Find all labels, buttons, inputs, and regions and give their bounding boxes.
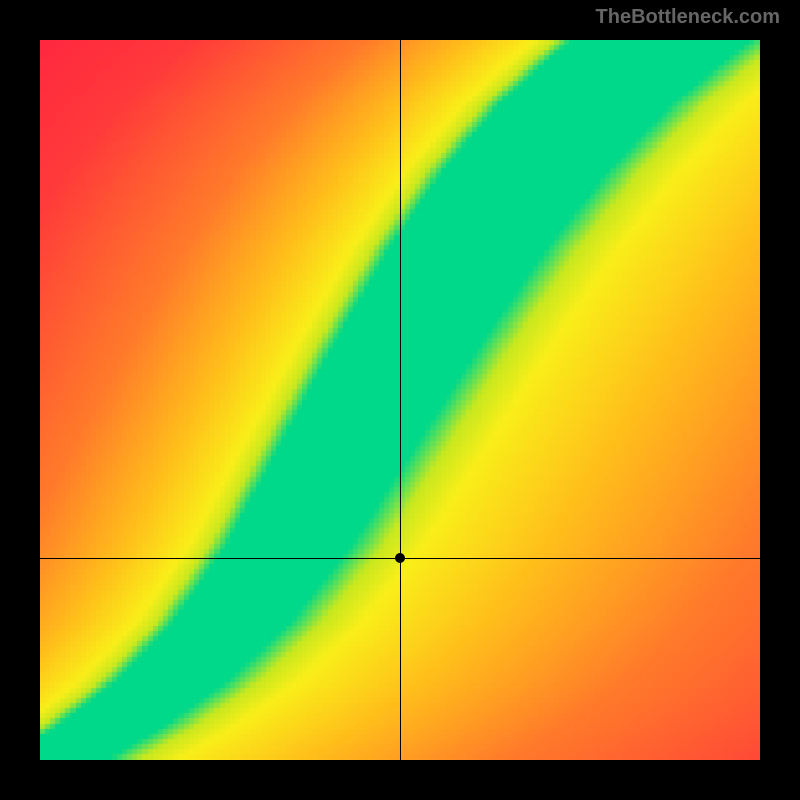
crosshair-dot — [395, 553, 405, 563]
watermark-text: TheBottleneck.com — [596, 6, 780, 29]
heatmap-chart — [40, 40, 760, 760]
chart-container: TheBottleneck.com — [0, 0, 800, 800]
crosshair-vertical — [400, 40, 401, 760]
